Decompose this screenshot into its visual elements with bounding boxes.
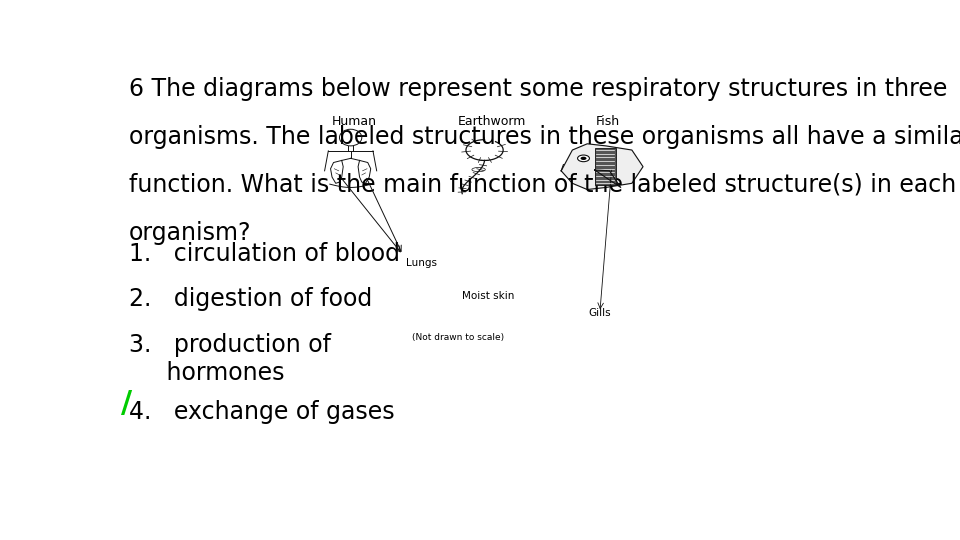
Text: 1.   circulation of blood: 1. circulation of blood <box>129 241 400 266</box>
Text: 4.   exchange of gases: 4. exchange of gases <box>129 400 395 423</box>
Text: organisms. The labeled structures in these organisms all have a similar: organisms. The labeled structures in the… <box>129 125 960 149</box>
Circle shape <box>581 157 587 160</box>
Text: organism?: organism? <box>129 221 252 245</box>
Bar <box>594 148 615 185</box>
Text: /: / <box>122 389 132 418</box>
Text: Earthworm: Earthworm <box>458 114 526 127</box>
Text: Moist skin: Moist skin <box>462 292 515 301</box>
Text: Fish: Fish <box>595 114 619 127</box>
Text: function. What is the main function of the labeled structure(s) in each: function. What is the main function of t… <box>129 173 956 197</box>
Text: 2.   digestion of food: 2. digestion of food <box>129 287 372 311</box>
Text: (Not drawn to scale): (Not drawn to scale) <box>413 333 505 342</box>
Polygon shape <box>562 144 643 190</box>
Text: Human: Human <box>332 114 377 127</box>
Text: Lungs: Lungs <box>406 258 438 268</box>
Text: Gills: Gills <box>588 308 612 318</box>
Text: 3.   production of
     hormones: 3. production of hormones <box>129 333 331 385</box>
Circle shape <box>578 155 589 161</box>
Text: 6 The diagrams below represent some respiratory structures in three: 6 The diagrams below represent some resp… <box>129 77 948 102</box>
